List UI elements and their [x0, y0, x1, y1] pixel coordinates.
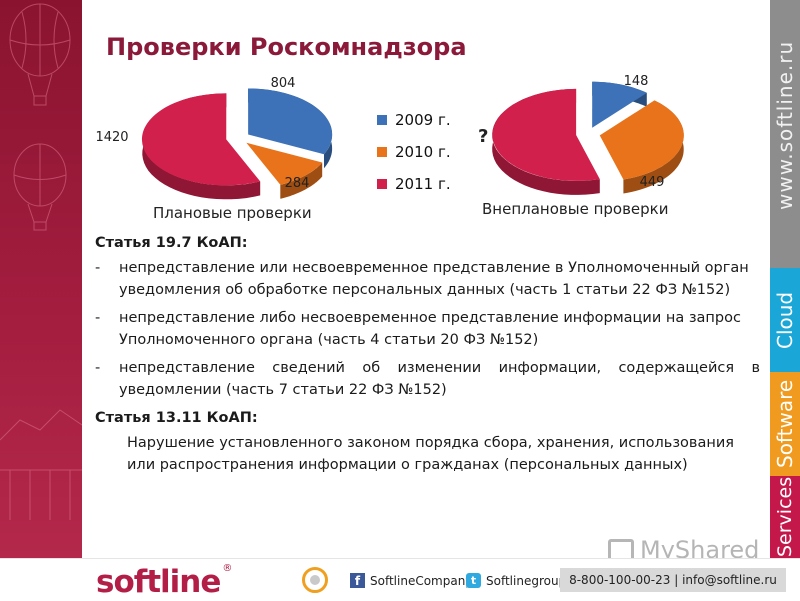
unknown-value-mark: ?	[478, 126, 489, 147]
pie-slice-2011	[492, 88, 600, 181]
pie-slice-2009	[248, 88, 333, 155]
pie-slice-side-2010	[623, 100, 684, 194]
legend-label-2011: 2011 г.	[395, 175, 451, 193]
bullet-dash: -	[95, 360, 101, 376]
article-13-11-text: Нарушение установленного законом порядка…	[127, 435, 734, 473]
unplanned-chart-caption: Внеплановые проверки	[482, 200, 669, 218]
article-13-11-heading: Статья 13.11 КоАП:	[95, 410, 258, 426]
bullet-item: - непредставление либо несвоевременное п…	[95, 307, 760, 351]
article-19-7-heading: Статья 19.7 КоАП:	[95, 235, 248, 251]
pie-slice-2009	[592, 81, 647, 128]
certification-badge-icon	[302, 567, 328, 593]
legend-item-2009: 2009 г.	[377, 104, 451, 136]
legend-item-2010: 2010 г.	[377, 136, 451, 168]
legend-label-2009: 2009 г.	[395, 111, 451, 129]
legend-item-2011: 2011 г.	[377, 168, 451, 200]
pie-slice-2010	[246, 142, 323, 185]
slide-body: Статья 19.7 КоАП: - непредставление или …	[95, 232, 760, 476]
bullet-text: непредставление сведений об изменении ин…	[119, 360, 760, 398]
pie-value-label-2010: 449	[640, 175, 665, 190]
charts-area: 804 284 1420 148 449 Плановые проверки Внепл…	[0, 0, 770, 230]
pie-value-label-2009: 804	[271, 76, 296, 91]
pie-slice-2010	[599, 100, 684, 180]
pie-slice-side-2011	[142, 93, 261, 200]
slide-title: Проверки Роскомнадзора	[106, 33, 467, 61]
footer: softline ® f SoftlineCompany t Softlineg…	[0, 558, 800, 601]
chart-legend: 2009 г. 2010 г. 2011 г.	[377, 104, 451, 200]
bullet-item: - непредставление сведений об изменении …	[95, 357, 760, 401]
software-tab: Software	[770, 372, 800, 476]
twitter-icon: t	[466, 573, 481, 588]
pie-slice-2011	[141, 93, 261, 186]
services-tab: Services	[770, 476, 800, 558]
legend-swatch-2010	[377, 147, 387, 157]
facebook-link[interactable]: f SoftlineCompany	[350, 573, 472, 588]
decorative-left-band	[0, 0, 82, 558]
cloud-tab: Cloud	[770, 268, 800, 372]
site-url-vertical: www.softline.ru	[773, 40, 797, 210]
bullet-dash: -	[95, 310, 101, 326]
contact-info: 8-800-100-00-23 | info@softline.ru	[560, 568, 786, 592]
pie-slice-side-2010	[280, 162, 323, 199]
bullet-text: непредставление или несвоевременное пред…	[119, 260, 749, 298]
pie-value-label-2010: 284	[285, 176, 310, 191]
legend-label-2010: 2010 г.	[395, 143, 451, 161]
twitter-link[interactable]: t Softlinegroup	[466, 573, 566, 588]
pie-value-label-2011: 1420	[95, 130, 128, 145]
pie-value-label-2009: 148	[624, 74, 649, 89]
logo-text: softline	[96, 564, 221, 600]
brand-sidebar: www.softline.ru Cloud Software Services	[770, 0, 800, 558]
pie-charts-svg: 804 284 1420 148 449	[95, 74, 684, 200]
legend-swatch-2011	[377, 179, 387, 189]
legend-swatch-2009	[377, 115, 387, 125]
registered-mark: ®	[222, 563, 233, 574]
facebook-label: SoftlineCompany	[370, 573, 473, 588]
pie-slice-side-2011	[492, 88, 600, 195]
planned-chart-caption: Плановые проверки	[153, 204, 312, 222]
softline-logo: softline ®	[96, 563, 232, 599]
twitter-label: Softlinegroup	[486, 573, 567, 588]
bullet-text: непредставление либо несвоевременное пре…	[119, 310, 741, 348]
bullet-dash: -	[95, 260, 101, 276]
balloon-illustration	[0, 3, 82, 520]
facebook-icon: f	[350, 573, 365, 588]
bullet-item: - непредставление или несвоевременное пр…	[95, 257, 760, 301]
